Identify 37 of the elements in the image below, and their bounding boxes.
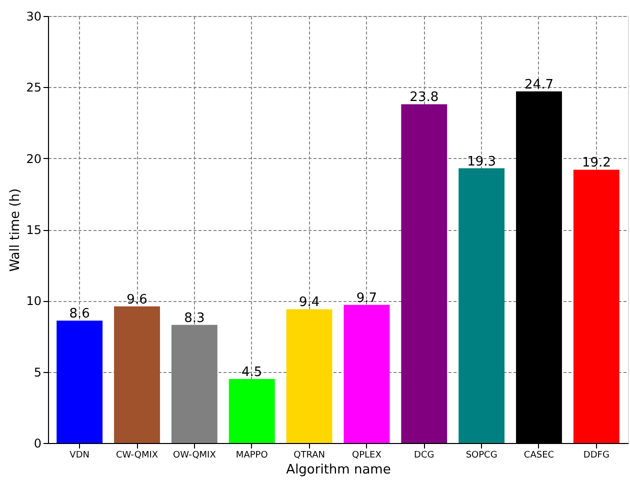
x-tick-label: SOPCG xyxy=(466,450,498,460)
x-tick-label: QTRAN xyxy=(294,450,325,460)
bar xyxy=(344,304,390,443)
x-tick-label: VDN xyxy=(70,450,90,460)
y-tick-label: 15 xyxy=(26,223,42,237)
data-label: 8.3 xyxy=(184,310,205,326)
bar xyxy=(114,306,160,443)
data-label: 9.4 xyxy=(298,295,320,310)
y-tick-label: 0 xyxy=(34,436,42,450)
x-tick-label: CW-QMIX xyxy=(116,450,158,460)
bar xyxy=(56,320,103,443)
data-label: 9.7 xyxy=(356,290,378,306)
data-label: 8.6 xyxy=(69,306,90,322)
y-tick-label: 20 xyxy=(26,152,42,166)
y-tick-label: 5 xyxy=(34,365,42,380)
x-axis-title: Algorithm name xyxy=(286,462,391,478)
x-tick-label: DDFG xyxy=(583,450,610,460)
bar xyxy=(286,309,332,443)
bar xyxy=(401,104,448,443)
x-tick-label: DCG xyxy=(414,450,434,460)
y-axis-title: Wall time (h) xyxy=(8,188,24,272)
bar xyxy=(458,168,505,443)
bar xyxy=(573,170,620,443)
x-tick-label: OW-QMIX xyxy=(173,450,216,460)
data-label: 4.5 xyxy=(242,364,262,380)
y-tick-label: 10 xyxy=(26,294,42,308)
data-label: 19.2 xyxy=(582,156,611,171)
bar xyxy=(228,378,275,443)
data-label: 24.7 xyxy=(524,77,554,92)
data-label: 23.8 xyxy=(410,90,439,106)
y-tick-label: 30 xyxy=(26,10,42,24)
y-tick-label: 25 xyxy=(26,80,42,95)
x-tick-label: CASEC xyxy=(524,450,554,460)
x-tick-label: MAPPO xyxy=(236,450,268,460)
data-label: 9.6 xyxy=(126,292,148,308)
x-tick-label: QPLEX xyxy=(352,450,382,460)
data-label: 19.3 xyxy=(467,154,496,170)
